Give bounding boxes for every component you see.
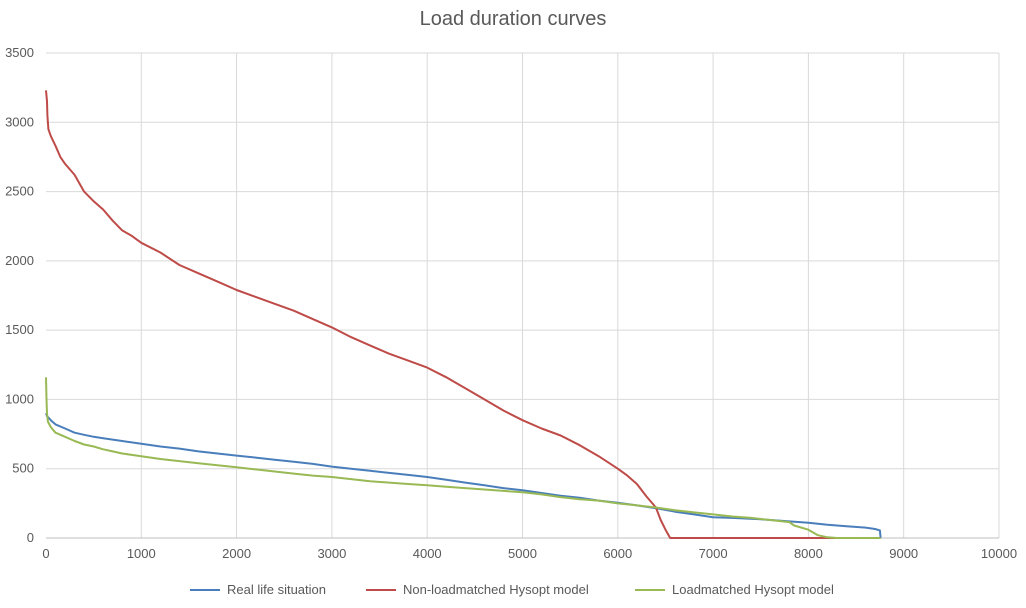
y-tick-label: 3500 [5, 45, 34, 60]
x-tick-label: 10000 [981, 546, 1017, 561]
y-tick-label: 2500 [5, 184, 34, 199]
x-tick-label: 8000 [794, 546, 823, 561]
legend: Real life situation Non-loadmatched Hysop… [190, 582, 834, 597]
y-tick-label: 1000 [5, 391, 34, 406]
x-tick-label: 6000 [603, 546, 632, 561]
y-tick-label: 1500 [5, 322, 34, 337]
y-tick-label: 500 [12, 461, 34, 476]
legend-label-3: Loadmatched Hysopt model [672, 582, 834, 597]
legend-label-2: Non-loadmatched Hysopt model [403, 582, 589, 597]
y-tick-label: 3000 [5, 114, 34, 129]
series-line-3 [45, 377, 881, 539]
gridlines [46, 52, 1000, 538]
series-line-1 [45, 412, 882, 539]
series-lines [45, 90, 882, 539]
x-tick-label: 3000 [317, 546, 346, 561]
x-tick-label: 0 [42, 546, 49, 561]
series-line-2 [45, 90, 881, 539]
legend-label-1: Real life situation [227, 582, 326, 597]
x-tick-label: 7000 [699, 546, 728, 561]
x-tick-label: 9000 [889, 546, 918, 561]
x-tick-label: 1000 [127, 546, 156, 561]
x-tick-label: 5000 [508, 546, 537, 561]
x-tick-label: 4000 [413, 546, 442, 561]
chart-title: Load duration curves [420, 8, 607, 30]
y-tick-label: 2000 [5, 253, 34, 268]
y-tick-label: 0 [27, 530, 34, 545]
x-tick-label: 2000 [222, 546, 251, 561]
